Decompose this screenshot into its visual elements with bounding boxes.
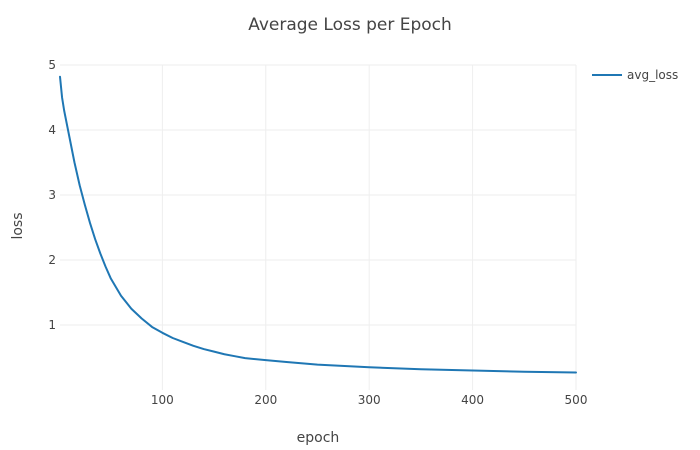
y-tick-label-1: 1	[48, 318, 56, 332]
legend-label-avg-loss: avg_loss	[627, 68, 678, 82]
x-tick-label-300: 300	[358, 393, 381, 407]
x-tick-label-400: 400	[461, 393, 484, 407]
x-axis-label: epoch	[297, 430, 340, 446]
series-layer	[59, 75, 577, 374]
series-line-avg-loss[interactable]	[59, 75, 577, 374]
y-tick-label-2: 2	[48, 253, 56, 267]
y-tick-label-3: 3	[48, 188, 56, 202]
y-tick-label-4: 4	[48, 123, 56, 137]
tick-labels: 1 2 3 4 5 100 200 300 400 500	[48, 58, 587, 407]
x-tick-label-500: 500	[565, 393, 588, 407]
x-tick-label-200: 200	[254, 393, 277, 407]
x-tick-label-100: 100	[151, 393, 174, 407]
y-axis-label: loss	[10, 212, 26, 239]
legend[interactable]: avg_loss	[592, 68, 678, 82]
y-tick-label-5: 5	[48, 58, 56, 72]
grid-lines	[60, 64, 577, 390]
chart-title: Average Loss per Epoch	[248, 15, 452, 35]
